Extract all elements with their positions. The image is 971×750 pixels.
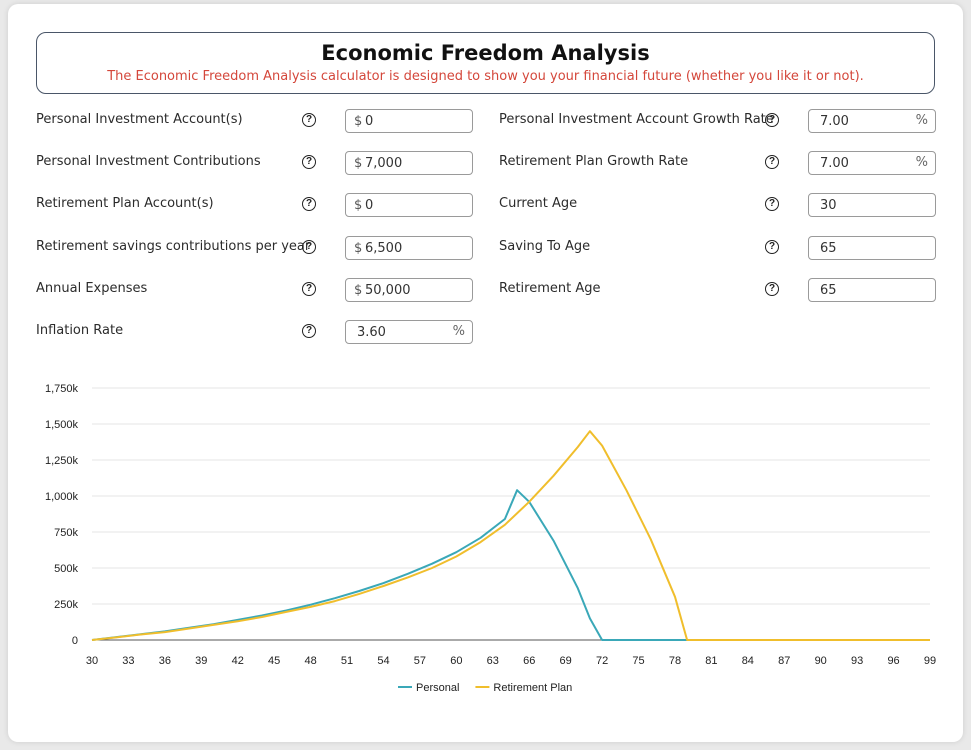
savings-chart-svg: 0 250k 500k 750k 1,000k 1,250k 1,500k 1,750k 30 3… [45,383,936,694]
x-tick-label: 36 [159,655,171,667]
current-age-input[interactable]: 30 [808,193,936,217]
help-icon[interactable]: ? [302,240,316,254]
x-tick-label: 48 [304,655,316,667]
personal-contributions-input[interactable]: $ 7,000 [345,151,473,175]
annual-expenses-input[interactable]: $ 50,000 [345,278,473,302]
series-line [91,430,930,641]
x-tick-label: 93 [851,655,863,667]
personal-growth-rate-label: Personal Investment Account Growth Rate [499,112,774,127]
saving-to-age-label: Saving To Age [499,239,591,254]
x-tick-label: 39 [195,655,207,667]
y-tick-label: 750k [54,527,78,539]
help-icon[interactable]: ? [302,113,316,127]
x-tick-label: 54 [377,655,389,667]
retirement-contributions-input[interactable]: $ 6,500 [345,236,473,260]
input-value: 7,000 [365,156,403,171]
current-age-label: Current Age [499,196,578,211]
savings-chart: 0 250k 500k 750k 1,000k 1,250k 1,500k 1,750k 30 3… [0,372,971,702]
x-tick-label: 75 [632,655,644,667]
retirement-age-input[interactable]: 65 [808,278,936,302]
help-icon[interactable]: ? [302,197,316,211]
currency-prefix: $ [354,114,363,129]
x-tick-label: 99 [924,655,936,667]
x-tick-label: 33 [122,655,134,667]
x-tick-label: 90 [815,655,827,667]
currency-prefix: $ [354,156,363,171]
input-value: 0 [365,114,374,129]
percent-suffix: % [915,113,928,128]
y-tick-label: 500k [54,563,78,575]
currency-prefix: $ [354,283,363,298]
x-tick-label: 81 [705,655,717,667]
currency-prefix: $ [354,241,363,256]
page-title: Economic Freedom Analysis [321,41,650,65]
help-icon[interactable]: ? [302,282,316,296]
input-value: 0 [365,198,374,213]
calculator-card [8,4,963,742]
help-icon[interactable]: ? [765,155,779,169]
inflation-rate-label: Inflation Rate [36,323,124,338]
personal-contributions-label: Personal Investment Contributions [36,154,261,169]
x-tick-label: 84 [742,655,754,667]
y-tick-label: 1,500k [45,419,79,431]
input-value: 7.00 [820,156,849,171]
x-tick-label: 51 [341,655,353,667]
y-tick-label: 1,000k [45,491,79,503]
page-subtitle: The Economic Freedom Analysis calculator… [107,69,864,84]
personal-growth-rate-input[interactable]: 7.00 % [808,109,936,133]
retirement-account-input[interactable]: $ 0 [345,193,473,217]
help-icon[interactable]: ? [302,155,316,169]
input-value: 30 [820,198,837,213]
retirement-age-label: Retirement Age [499,281,601,296]
y-tick-label: 1,250k [45,455,79,467]
retirement-contributions-label: Retirement savings contributions per yea… [36,239,311,254]
help-icon[interactable]: ? [765,113,779,127]
inflation-rate-input[interactable]: 3.60 % [345,320,473,344]
x-tick-label: 57 [414,655,426,667]
x-tick-label: 60 [450,655,462,667]
legend-label: Personal [416,682,459,694]
retirement-growth-rate-label: Retirement Plan Growth Rate [499,154,689,169]
help-icon[interactable]: ? [765,197,779,211]
input-value: 3.60 [357,325,386,340]
x-tick-label: 42 [232,655,244,667]
currency-prefix: $ [354,198,363,213]
percent-suffix: % [915,155,928,170]
annual-expenses-label: Annual Expenses [36,281,148,296]
y-tick-label: 250k [54,599,78,611]
x-tick-label: 69 [560,655,572,667]
y-tick-label: 1,750k [45,383,79,395]
input-value: 7.00 [820,114,849,129]
help-icon[interactable]: ? [765,282,779,296]
input-value: 6,500 [365,241,403,256]
personal-investment-label: Personal Investment Account(s) [36,112,243,127]
legend-label: Retirement Plan [493,682,572,694]
header-box: Economic Freedom Analysis The Economic F… [36,32,935,94]
saving-to-age-input[interactable]: 65 [808,236,936,260]
retirement-growth-rate-input[interactable]: 7.00 % [808,151,936,175]
personal-investment-input[interactable]: $ 0 [345,109,473,133]
x-tick-label: 30 [86,655,98,667]
input-value: 65 [820,241,837,256]
series-line [91,489,930,641]
percent-suffix: % [452,324,465,339]
x-tick-label: 66 [523,655,535,667]
input-value: 65 [820,283,837,298]
help-icon[interactable]: ? [302,324,316,338]
y-tick-label: 0 [72,635,78,647]
x-tick-label: 45 [268,655,280,667]
x-tick-label: 63 [487,655,499,667]
retirement-account-label: Retirement Plan Account(s) [36,196,214,211]
x-tick-label: 87 [778,655,790,667]
input-value: 50,000 [365,283,411,298]
x-tick-label: 96 [887,655,899,667]
x-tick-label: 72 [596,655,608,667]
x-tick-label: 78 [669,655,681,667]
help-icon[interactable]: ? [765,240,779,254]
